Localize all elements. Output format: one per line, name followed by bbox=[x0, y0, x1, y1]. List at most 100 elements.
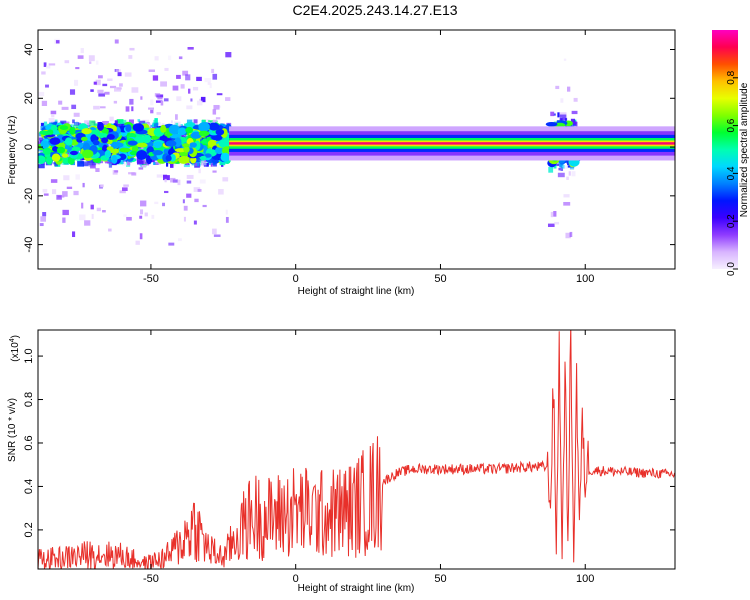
heatmap-blob bbox=[111, 155, 118, 164]
heatmap-cell bbox=[46, 65, 51, 69]
heatmap-cell bbox=[100, 184, 104, 188]
heatmap-cell bbox=[116, 123, 121, 129]
heatmap-cell bbox=[48, 63, 56, 66]
x-tick-label: 50 bbox=[434, 573, 446, 585]
heatmap-blob bbox=[198, 130, 210, 137]
heatmap-cell bbox=[58, 100, 63, 105]
heatmap-cell bbox=[74, 121, 80, 127]
heatmap-cell bbox=[201, 119, 205, 124]
heatmap-cell bbox=[575, 121, 578, 128]
heatmap-blob bbox=[165, 155, 172, 162]
heatmap-blob bbox=[106, 133, 115, 140]
heatmap-blob bbox=[204, 153, 212, 158]
heatmap-cell bbox=[186, 174, 194, 179]
heatmap-cell bbox=[96, 207, 101, 212]
spectrogram-y-ticks: -40 -20 0 20 40 bbox=[23, 43, 675, 253]
heatmap-cell bbox=[208, 119, 214, 123]
y-tick-label: 0.6 bbox=[23, 435, 35, 450]
heatmap-cell bbox=[54, 160, 59, 167]
spectrogram-x-label: Height of straight line (km) bbox=[298, 286, 415, 297]
heatmap-cell bbox=[175, 114, 178, 120]
snr-x-ticks: -50 0 50 100 bbox=[143, 330, 594, 585]
heatmap-cell bbox=[137, 119, 141, 122]
heatmap-cell bbox=[557, 112, 560, 118]
heatmap-cell bbox=[128, 119, 134, 124]
heatmap-cell bbox=[150, 99, 154, 106]
heatmap-cell bbox=[140, 209, 144, 215]
heatmap-blob bbox=[50, 130, 61, 135]
heatmap-cell bbox=[164, 178, 167, 183]
heatmap-cell bbox=[196, 76, 202, 82]
heatmap-blob bbox=[104, 149, 112, 159]
colorbar-ticks: 0.0 0.2 0.4 0.6 0.8 bbox=[726, 70, 738, 276]
x-tick-label: 50 bbox=[434, 273, 446, 285]
heatmap-cell bbox=[170, 120, 173, 124]
heatmap-blob bbox=[69, 126, 76, 135]
heatmap-cell bbox=[131, 172, 137, 176]
figure-title: C2E4.2025.243.14.27.E13 bbox=[292, 2, 458, 18]
heatmap-cell bbox=[51, 114, 55, 118]
heatmap-cell bbox=[186, 180, 192, 184]
heatmap-cell bbox=[129, 98, 134, 105]
heatmap-cell bbox=[563, 58, 567, 61]
heatmap-cell bbox=[186, 193, 192, 198]
heatmap-cell bbox=[93, 105, 100, 110]
heatmap-cell bbox=[122, 187, 128, 191]
heatmap-cell bbox=[152, 75, 159, 81]
heatmap-cell bbox=[160, 81, 167, 87]
heatmap-cell bbox=[212, 162, 216, 166]
heatmap-cell bbox=[62, 217, 66, 223]
heatmap-cell bbox=[126, 216, 132, 221]
heatmap-cell bbox=[63, 175, 70, 181]
colorbar-tick-label: 0.2 bbox=[726, 214, 737, 228]
heatmap-cell bbox=[82, 182, 85, 188]
heatmap-cell bbox=[117, 72, 122, 77]
heatmap-cell bbox=[183, 164, 190, 168]
heatmap-cell bbox=[172, 162, 176, 167]
heatmap-cell bbox=[127, 159, 131, 166]
heatmap-blob bbox=[80, 136, 88, 142]
heatmap-cell bbox=[553, 113, 556, 116]
heatmap-cell bbox=[150, 109, 154, 114]
heatmap-blob bbox=[169, 133, 182, 139]
heatmap-blob bbox=[56, 146, 66, 154]
heatmap-cell bbox=[142, 160, 150, 166]
heatmap-blob bbox=[51, 153, 61, 162]
heatmap-cell bbox=[178, 56, 183, 60]
heatmap-cell bbox=[560, 98, 564, 103]
heatmap-cell bbox=[135, 240, 140, 245]
x-tick-label: 0 bbox=[293, 573, 299, 585]
heatmap-cell bbox=[61, 106, 69, 110]
heatmap-cell bbox=[115, 145, 122, 151]
heatmap-cell bbox=[572, 121, 577, 125]
heatmap-blob bbox=[153, 141, 163, 149]
heatmap-blob bbox=[119, 147, 131, 153]
heatmap-cell bbox=[40, 122, 45, 127]
heatmap-cell bbox=[200, 160, 207, 166]
heatmap-blob bbox=[129, 150, 138, 156]
colorbar-tick-label: 0.4 bbox=[726, 166, 737, 180]
heatmap-cell bbox=[151, 214, 155, 219]
heatmap-cell bbox=[73, 125, 78, 128]
heatmap-cell bbox=[162, 202, 166, 207]
heatmap-cell bbox=[156, 112, 161, 115]
heatmap-cell bbox=[185, 74, 191, 81]
y-tick-label: 0.2 bbox=[23, 522, 35, 537]
heatmap-cell bbox=[91, 159, 97, 166]
heatmap-cell bbox=[205, 134, 209, 140]
heatmap-cell bbox=[131, 106, 134, 112]
heatmap-blob bbox=[40, 140, 49, 149]
snr-y-scale: (x104) bbox=[9, 335, 21, 362]
heatmap-cell bbox=[190, 98, 193, 102]
heatmap-cell bbox=[64, 60, 70, 64]
snr-y-scale-prefix: (x10 bbox=[10, 342, 21, 362]
heatmap-cell bbox=[166, 162, 169, 167]
snr-frame bbox=[37, 329, 676, 570]
heatmap-cell bbox=[158, 121, 161, 127]
heatmap-cell bbox=[559, 161, 563, 168]
heatmap-cell bbox=[178, 238, 182, 242]
heatmap-blob bbox=[177, 127, 187, 136]
heatmap-cell bbox=[75, 174, 80, 180]
colorbar bbox=[712, 30, 738, 269]
heatmap-blob bbox=[207, 139, 217, 148]
